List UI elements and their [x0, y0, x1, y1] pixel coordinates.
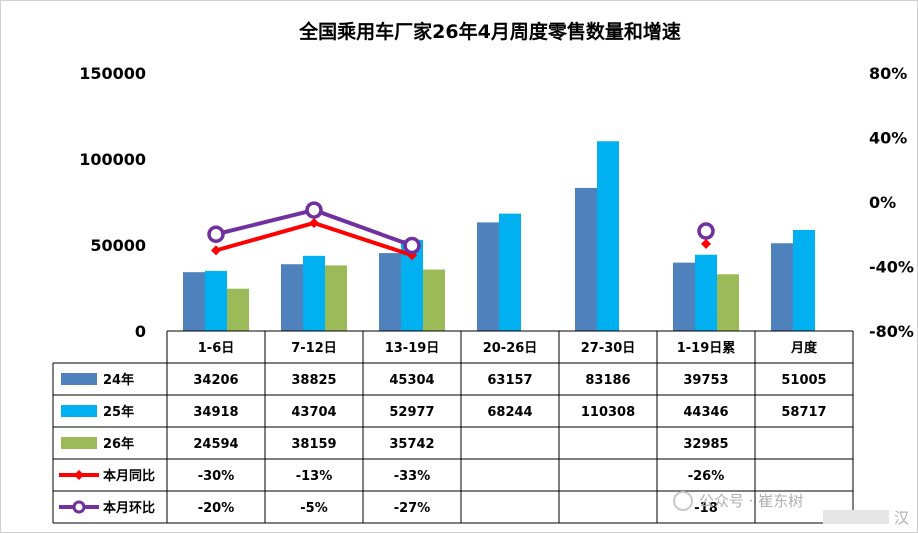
bar-group — [183, 141, 815, 331]
point-本月环比 — [207, 225, 225, 243]
point-本月环比 — [403, 236, 421, 255]
y-right-tick-label: 80% — [869, 64, 907, 83]
bar-25年 — [401, 239, 423, 331]
y-right-tick-label: -80% — [869, 322, 914, 341]
table-cell: -26% — [688, 469, 725, 484]
data-table: 1-6日 7-12日 13-19日 20-26日 27-30日 1-19日累 月度 24年 34… — [52, 330, 854, 524]
bar-25年 — [695, 254, 717, 331]
table-cell: -33% — [394, 469, 431, 484]
line-group — [207, 201, 715, 261]
table-cell: 45304 — [389, 373, 434, 388]
point-本月同比 — [701, 238, 711, 249]
wechat-icon — [673, 491, 693, 511]
table-cell: -5% — [300, 501, 327, 516]
watermark-bar — [823, 510, 889, 524]
table-cell: 38159 — [291, 437, 336, 452]
legend-label-本月环比: 本月环比 — [103, 500, 155, 516]
legend-swatch-24年 — [61, 373, 97, 385]
y-left-tick-label: 150000 — [79, 64, 146, 83]
bar-24年 — [771, 243, 793, 331]
bar-24年 — [673, 262, 695, 331]
y-right-tick-label: -40% — [869, 258, 914, 277]
table-cell: 43704 — [291, 405, 336, 420]
table-cell: 58717 — [781, 405, 826, 420]
bar-24年 — [379, 253, 401, 331]
legend-swatch-26年 — [61, 437, 97, 449]
table-cell: 38825 — [291, 373, 336, 388]
legend-label-25年: 25年 — [103, 404, 134, 420]
legend-label-本月同比: 本月同比 — [103, 468, 155, 484]
table-cell: -20% — [198, 501, 235, 516]
y-right-tick-label: 40% — [869, 129, 907, 148]
table-cell: 110308 — [581, 405, 635, 420]
point-本月环比 — [697, 222, 715, 240]
table-cell: 68244 — [487, 405, 532, 420]
bar-25年 — [303, 255, 325, 331]
watermark: 公众号 · 崔东树 汉 — [673, 491, 909, 527]
y-axis-right: 80% 40% 0% -40% -80% — [869, 64, 914, 341]
bar-26年 — [325, 265, 347, 331]
y-left-tick-label: 100000 — [79, 150, 146, 169]
y-left-tick-label: 0 — [135, 322, 146, 341]
point-本月环比 — [305, 201, 323, 219]
table-cell: 24594 — [193, 437, 238, 452]
table-cell: 51005 — [781, 373, 826, 388]
bar-24年 — [477, 222, 499, 331]
table-cell: 32985 — [683, 437, 728, 452]
bar-24年 — [183, 272, 205, 331]
table-cell: -27% — [394, 501, 431, 516]
table-cell: 83186 — [585, 373, 630, 388]
legend-swatch-25年 — [61, 405, 97, 417]
table-cell: 39753 — [683, 373, 728, 388]
point-本月同比 — [309, 217, 319, 228]
y-axis-left: 150000 100000 50000 0 — [79, 64, 146, 341]
chart-title: 全国乘用车厂家26年4月周度零售数量和增速 — [298, 20, 681, 43]
legend-label-24年: 24年 — [103, 372, 134, 388]
table-cell: 34206 — [193, 373, 238, 388]
bar-26年 — [717, 274, 739, 331]
category-label: 27-30日 — [581, 341, 636, 356]
bar-25年 — [205, 270, 227, 331]
bar-24年 — [281, 264, 303, 331]
bar-24年 — [575, 187, 597, 331]
category-label: 1-19日累 — [677, 340, 736, 356]
table-cell: 35742 — [389, 437, 434, 452]
table-cell: -30% — [198, 469, 235, 484]
table-cell: 44346 — [683, 405, 728, 420]
point-本月同比 — [211, 245, 221, 256]
legend-label-26年: 26年 — [103, 436, 134, 452]
category-label: 20-26日 — [483, 341, 538, 356]
bar-25年 — [597, 141, 619, 331]
legend-marker-本月环比 — [72, 500, 86, 514]
legend-marker-本月同比 — [74, 470, 84, 480]
category-label: 1-6日 — [198, 341, 235, 356]
bar-26年 — [227, 288, 249, 331]
bar-25年 — [793, 230, 815, 331]
bar-26年 — [423, 269, 445, 331]
y-right-tick-label: 0% — [869, 193, 896, 212]
table-cell: -13% — [296, 469, 333, 484]
watermark-text: 公众号 · 崔东树 — [699, 492, 803, 510]
table-cell: 63157 — [487, 373, 532, 388]
category-label: 13-19日 — [385, 341, 440, 356]
table-cell: 34918 — [193, 405, 238, 420]
watermark-trail: 汉 — [894, 509, 909, 527]
y-left-tick-label: 50000 — [90, 236, 146, 255]
table-cell: 52977 — [389, 405, 434, 420]
bar-25年 — [499, 213, 521, 331]
table-cell: -18 — [694, 501, 718, 516]
category-label: 7-12日 — [291, 341, 337, 356]
category-label: 月度 — [790, 340, 818, 356]
